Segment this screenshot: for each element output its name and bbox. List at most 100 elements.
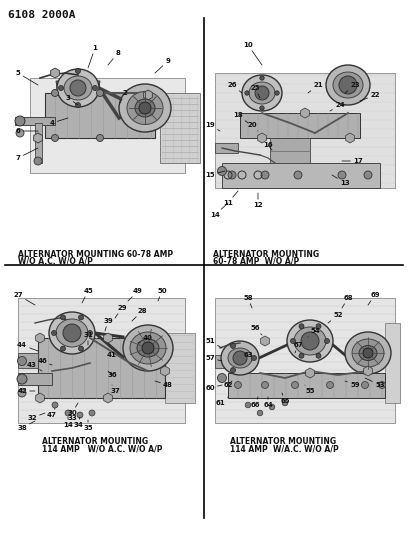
Circle shape	[261, 171, 269, 179]
Circle shape	[63, 324, 81, 342]
Circle shape	[316, 324, 321, 329]
Circle shape	[379, 382, 386, 389]
Polygon shape	[18, 373, 52, 385]
Circle shape	[58, 85, 64, 91]
Circle shape	[217, 374, 226, 383]
Text: 57: 57	[205, 355, 222, 361]
Circle shape	[339, 76, 357, 94]
Circle shape	[361, 382, 368, 389]
Text: 48: 48	[155, 381, 173, 388]
Text: 56: 56	[250, 325, 262, 335]
Text: 32: 32	[27, 413, 45, 421]
Ellipse shape	[352, 339, 384, 367]
Text: 1: 1	[88, 45, 98, 68]
Ellipse shape	[294, 327, 326, 355]
Ellipse shape	[56, 319, 88, 347]
Polygon shape	[18, 353, 38, 368]
Circle shape	[17, 374, 27, 384]
Polygon shape	[51, 68, 59, 78]
Text: 31: 31	[83, 332, 93, 345]
Ellipse shape	[345, 332, 391, 374]
Ellipse shape	[287, 320, 333, 362]
Text: 6: 6	[16, 128, 38, 134]
Circle shape	[299, 353, 304, 358]
Circle shape	[233, 351, 247, 365]
Circle shape	[364, 171, 372, 179]
Circle shape	[75, 102, 80, 108]
Text: 50: 50	[157, 288, 167, 301]
Text: 114 AMP   W/O A.C. W/O A/P: 114 AMP W/O A.C. W/O A/P	[42, 444, 162, 453]
Text: 3: 3	[66, 95, 78, 105]
Text: 46: 46	[37, 358, 52, 365]
Text: 67: 67	[293, 342, 303, 353]
Circle shape	[89, 410, 95, 416]
Text: ALTERNATOR MOUNTING: ALTERNATOR MOUNTING	[230, 437, 336, 446]
Ellipse shape	[119, 84, 171, 132]
Polygon shape	[228, 373, 385, 398]
Polygon shape	[38, 338, 165, 398]
Polygon shape	[56, 81, 100, 93]
Text: 20: 20	[247, 122, 258, 131]
Text: ALTERNATOR MOUNTING: ALTERNATOR MOUNTING	[213, 250, 319, 259]
Polygon shape	[18, 298, 185, 423]
Text: 114 AMP  W/A.C. W/O A/P: 114 AMP W/A.C. W/O A/P	[230, 444, 339, 453]
Circle shape	[245, 91, 249, 95]
Circle shape	[16, 129, 24, 137]
Polygon shape	[215, 298, 395, 423]
Circle shape	[257, 410, 263, 416]
Text: 35: 35	[83, 420, 93, 431]
Text: 43: 43	[27, 362, 42, 371]
Circle shape	[316, 353, 321, 358]
Text: 10: 10	[243, 42, 262, 65]
Text: 12: 12	[253, 193, 263, 208]
Ellipse shape	[242, 75, 282, 111]
Text: 17: 17	[342, 158, 363, 164]
Ellipse shape	[57, 69, 99, 107]
Circle shape	[262, 382, 268, 389]
Circle shape	[51, 90, 58, 96]
Ellipse shape	[123, 325, 173, 371]
Circle shape	[299, 324, 304, 329]
Text: 8: 8	[108, 50, 120, 65]
Ellipse shape	[326, 65, 370, 105]
Polygon shape	[30, 78, 185, 173]
Text: 14: 14	[210, 203, 228, 218]
Polygon shape	[385, 323, 400, 403]
Text: 61: 61	[215, 397, 228, 406]
Polygon shape	[160, 93, 200, 163]
Circle shape	[235, 382, 242, 389]
Ellipse shape	[130, 332, 166, 364]
Text: 66: 66	[250, 397, 260, 408]
Text: 9: 9	[155, 58, 171, 73]
Circle shape	[51, 330, 56, 335]
Text: 47: 47	[47, 408, 57, 418]
Text: 55: 55	[305, 385, 315, 394]
Polygon shape	[364, 366, 373, 376]
Text: 59: 59	[345, 381, 360, 388]
Circle shape	[269, 404, 275, 410]
Circle shape	[87, 330, 93, 335]
Circle shape	[228, 171, 236, 179]
Text: 6108 2000A: 6108 2000A	[8, 10, 75, 20]
Circle shape	[78, 346, 84, 351]
Circle shape	[60, 346, 66, 351]
Text: 26: 26	[227, 82, 242, 93]
Ellipse shape	[49, 312, 95, 354]
Circle shape	[52, 402, 58, 408]
Text: 38: 38	[17, 421, 35, 431]
Circle shape	[93, 85, 98, 91]
Text: 62: 62	[223, 381, 233, 388]
Circle shape	[338, 171, 346, 179]
Polygon shape	[270, 138, 310, 163]
Text: 22: 22	[360, 92, 380, 101]
Text: 65: 65	[280, 393, 290, 404]
Text: 14: 14	[63, 417, 73, 428]
Circle shape	[139, 102, 151, 114]
Text: 16: 16	[263, 142, 273, 150]
Polygon shape	[34, 133, 42, 143]
Circle shape	[255, 86, 269, 100]
Text: 54: 54	[308, 328, 320, 337]
Circle shape	[326, 382, 333, 389]
Polygon shape	[45, 93, 155, 138]
Polygon shape	[215, 143, 238, 153]
